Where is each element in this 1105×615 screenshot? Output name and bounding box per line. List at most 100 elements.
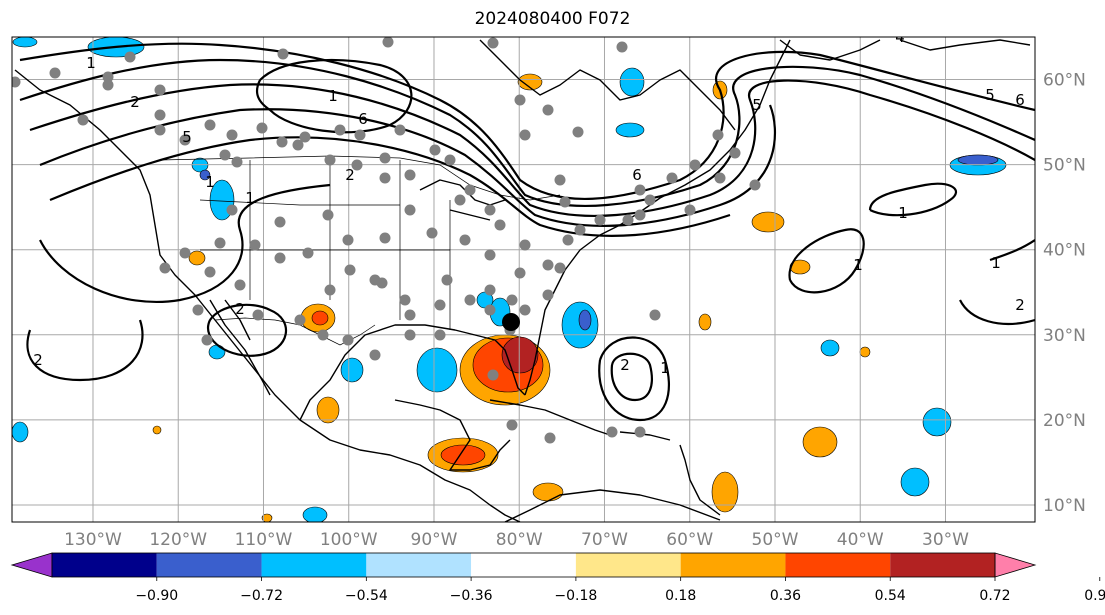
station-dot [299,131,311,143]
station-dot [342,334,354,346]
colorbar-segment [575,553,681,577]
station-dot [102,71,114,83]
station-dot [634,209,646,221]
colorbar-segment [680,553,786,577]
station-dot [666,172,678,184]
lon-tick-label: 120°W [149,530,207,550]
station-dot [404,309,416,321]
station-dot [506,419,518,431]
station-dot [644,194,656,206]
station-dot [404,169,416,181]
station-dot [154,124,166,136]
station-dot [689,159,701,171]
station-markers [12,37,761,444]
station-dot [154,84,166,96]
station-dot [317,329,329,341]
station-dot [484,204,496,216]
anomaly-area [302,506,328,522]
grid-lines [12,37,1035,522]
anomaly-area [802,426,838,458]
station-dot [712,129,724,141]
anomaly-area [532,482,564,502]
political-borders [159,155,561,346]
colorbar-segment [785,553,891,577]
contour-label: 1 [898,204,908,222]
lat-tick-label: 50°N [1043,156,1086,176]
station-dot [434,299,446,311]
station-dot [249,239,261,251]
contour-label: 1 [660,359,670,377]
colorbar-segment [890,553,995,577]
station-dot [274,216,286,228]
station-dot [302,247,314,259]
anomaly-area [711,471,739,513]
contour-label: 2 [235,300,245,318]
station-dot [324,154,336,166]
station-dot [294,314,306,326]
station-dot [274,252,286,264]
station-dot [514,267,526,279]
station-dot [484,304,496,316]
colorbar-segment [156,553,262,577]
anomaly-area [619,67,645,97]
station-dot [542,259,554,271]
station-dot [559,196,571,208]
map-frame [11,36,1036,523]
station-dot [594,214,606,226]
station-dot [622,214,634,226]
contour-label: 1 [991,254,1001,272]
station-dot [369,274,381,286]
anomaly-area [311,310,329,326]
contour-label: 2 [33,351,43,369]
station-dot [572,126,584,138]
station-dot [192,304,204,316]
anomaly-shading [12,37,1007,522]
station-dot [342,234,354,246]
lon-tick-label: 100°W [320,530,378,550]
station-dot [514,94,526,106]
station-dot [404,329,416,341]
station-dot [574,224,586,236]
station-dot [256,122,268,134]
anomaly-area [859,346,871,358]
station-dot [394,124,406,136]
station-dot [441,274,453,286]
contour-label: 2 [130,93,140,111]
station-dot [77,114,89,126]
station-dot [234,279,246,291]
colorbar-tick-label: 0.54 [875,588,906,604]
station-dot [464,294,476,306]
station-dot [426,227,438,239]
station-dot [519,239,531,251]
station-dot [179,247,191,259]
anomaly-area [751,211,785,233]
station-dot [399,294,411,306]
colorbar-outline [51,552,996,578]
anomaly-area [199,169,211,181]
station-dot [519,129,531,141]
colorbar-tick-label: 0.72 [979,588,1010,604]
station-dot [226,204,238,216]
station-dot [487,369,499,381]
station-dot [616,41,628,53]
station-dot [277,48,289,60]
storm-center-dot [502,313,520,331]
station-dot [49,67,61,79]
station-dot [634,426,646,438]
station-dot [124,51,136,63]
colorbar [10,552,1037,578]
contour-label: 5 [985,86,995,104]
contour-label: 1 [853,256,863,274]
colorbar-tick-label: −0.36 [450,588,493,604]
coastlines [14,39,1031,522]
station-dot [322,209,334,221]
contour-label: 1 [245,189,255,207]
anomaly-area [957,154,999,166]
anomaly-area [578,309,592,331]
station-dot [382,37,394,48]
contour-label: 4 [895,28,905,46]
station-dot [351,159,363,171]
station-dot [649,309,661,321]
height-contours [19,42,1035,422]
lon-tick-label: 90°W [411,530,458,550]
